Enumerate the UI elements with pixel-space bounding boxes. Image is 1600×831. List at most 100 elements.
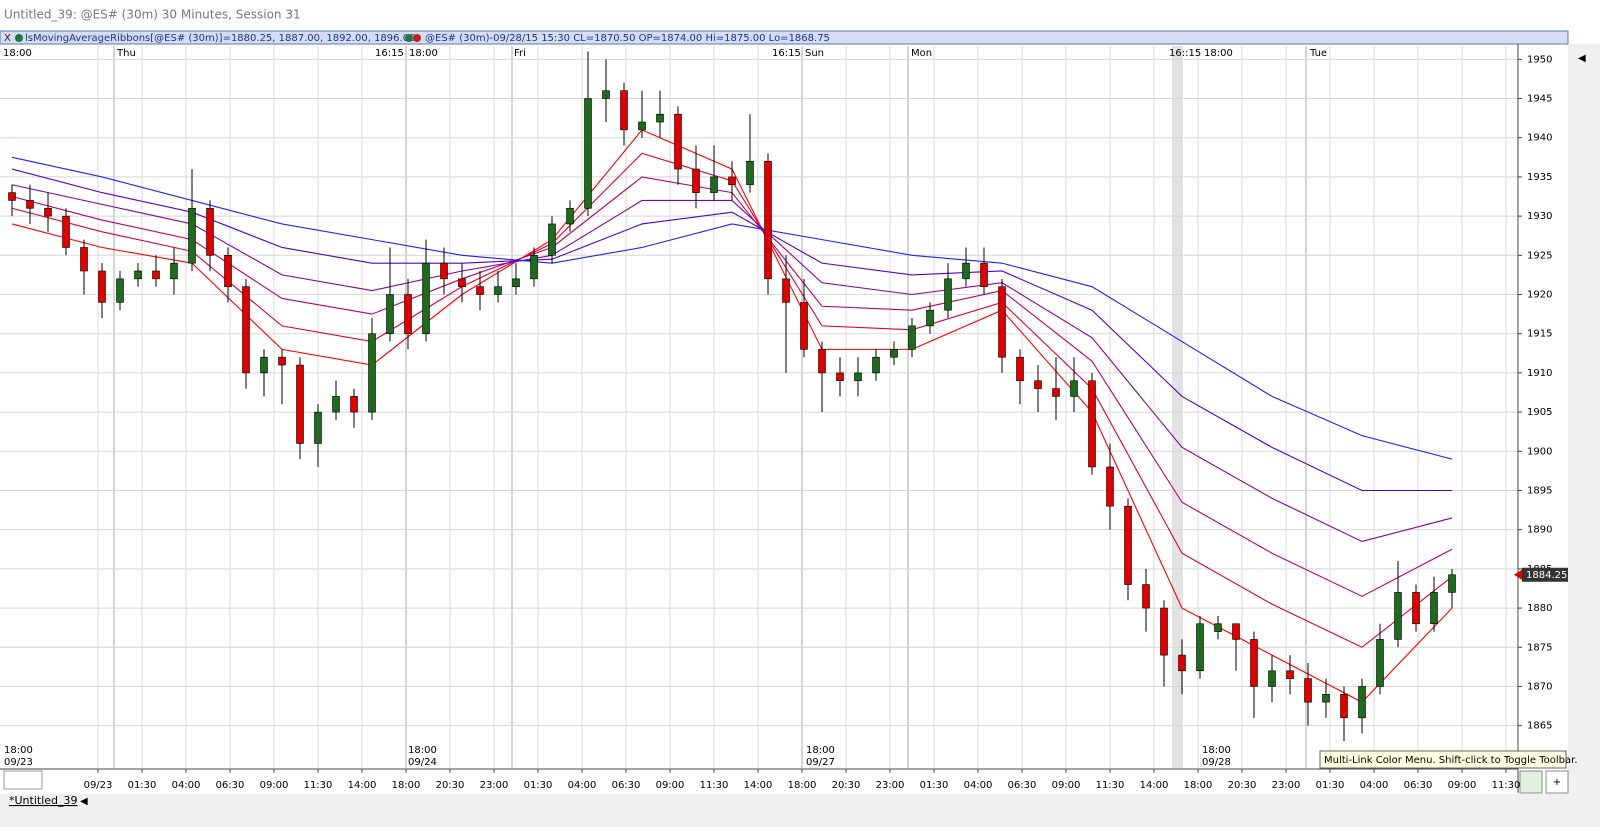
close-button[interactable]: X bbox=[4, 33, 11, 44]
price-label: 1875 bbox=[1527, 642, 1552, 653]
candle-body bbox=[836, 372, 844, 382]
price-label: 1930 bbox=[1527, 211, 1552, 222]
session-shade bbox=[1172, 46, 1183, 768]
candle-body bbox=[1268, 670, 1276, 687]
candle-body bbox=[422, 262, 430, 335]
candle-body bbox=[26, 200, 34, 209]
candle-body bbox=[1286, 670, 1294, 679]
time-label: 01:30 bbox=[920, 780, 949, 791]
toolbar-button[interactable] bbox=[1545, 770, 1569, 794]
candle-body bbox=[1034, 380, 1042, 389]
candle-body bbox=[944, 278, 952, 311]
candle-body bbox=[1340, 694, 1348, 719]
title-bar bbox=[0, 0, 1600, 30]
candle-body bbox=[1358, 686, 1366, 719]
candle-body bbox=[1214, 623, 1222, 632]
time-label: 04:00 bbox=[1360, 780, 1389, 791]
candle-body bbox=[1196, 623, 1204, 672]
scroll-left[interactable]: ◀ bbox=[80, 796, 88, 807]
candle-body bbox=[1412, 592, 1420, 625]
candle-body bbox=[800, 302, 808, 350]
time-label: 20:30 bbox=[1228, 780, 1257, 791]
price-label: 1880 bbox=[1527, 603, 1552, 614]
candle-body bbox=[746, 160, 754, 186]
time-label: 09:00 bbox=[1052, 780, 1081, 791]
time-label: 23:00 bbox=[1272, 780, 1301, 791]
plus-icon[interactable]: + bbox=[1553, 777, 1561, 788]
candle-body bbox=[296, 364, 304, 444]
time-label: 06:30 bbox=[1008, 780, 1037, 791]
candle-body bbox=[1394, 592, 1402, 640]
last-price-label: 1884.25 bbox=[1526, 570, 1567, 581]
candle-body bbox=[1070, 380, 1078, 397]
candle-body bbox=[512, 278, 520, 287]
grid bbox=[0, 46, 1518, 768]
scroll-up[interactable]: ◀ bbox=[1578, 53, 1586, 64]
candle-body bbox=[260, 356, 268, 374]
header-bar bbox=[0, 30, 1569, 45]
time-label: 14:00 bbox=[348, 780, 377, 791]
candle-body bbox=[890, 349, 898, 358]
candle-body bbox=[1448, 574, 1456, 593]
price-label: 1925 bbox=[1527, 250, 1552, 261]
time-label: 09/23 bbox=[84, 780, 113, 791]
toolbar-button[interactable] bbox=[1519, 770, 1543, 794]
window-title: Untitled_39: @ES# (30m) 30 Minutes, Sess… bbox=[4, 8, 301, 22]
candle-body bbox=[674, 113, 682, 170]
time-label: 06:30 bbox=[216, 780, 245, 791]
time-label: 09:00 bbox=[1448, 780, 1477, 791]
day-label: Fri bbox=[514, 48, 526, 59]
time-label: 06:30 bbox=[1404, 780, 1433, 791]
candle-body bbox=[872, 356, 880, 374]
scrollbar[interactable] bbox=[1568, 44, 1600, 794]
time-label: 01:30 bbox=[128, 780, 157, 791]
candle-body bbox=[386, 294, 394, 335]
symbol-icon[interactable] bbox=[413, 34, 421, 42]
session-date: 09/27 bbox=[806, 757, 835, 768]
time-label: 01:30 bbox=[524, 780, 553, 791]
candle-body bbox=[602, 90, 610, 99]
price-label: 1915 bbox=[1527, 329, 1552, 340]
candle-body bbox=[44, 207, 52, 217]
study-icon[interactable] bbox=[15, 34, 23, 42]
candle-body bbox=[1052, 388, 1060, 397]
session-time: 18:00 bbox=[4, 745, 33, 756]
ribbon-line bbox=[11, 156, 1453, 460]
time-label: 09:00 bbox=[260, 780, 289, 791]
candle-body bbox=[350, 396, 358, 413]
session-time: 18:00 bbox=[806, 745, 835, 756]
candle-body bbox=[224, 255, 232, 287]
candle-body bbox=[764, 160, 772, 280]
candle-body bbox=[1178, 654, 1186, 672]
candle-body bbox=[854, 372, 862, 382]
day-label: 18:00 bbox=[1204, 48, 1233, 59]
candle-body bbox=[620, 90, 628, 131]
candle-body bbox=[656, 113, 664, 123]
time-label: 06:30 bbox=[612, 780, 641, 791]
candle-body bbox=[188, 207, 196, 264]
candle-body bbox=[1250, 639, 1258, 687]
candle-body bbox=[998, 286, 1006, 358]
price-label: 1910 bbox=[1527, 368, 1552, 379]
ribbon-line bbox=[11, 152, 1453, 648]
candle-body bbox=[1322, 694, 1330, 703]
last-price-arrow bbox=[1514, 569, 1522, 580]
candle-body bbox=[170, 262, 178, 280]
time-label: 20:30 bbox=[832, 780, 861, 791]
session-date: 09/24 bbox=[408, 757, 437, 768]
time-label: 11:30 bbox=[304, 780, 333, 791]
zoom-box[interactable] bbox=[3, 770, 43, 790]
symbol-icon[interactable] bbox=[405, 34, 413, 42]
time-label: 04:00 bbox=[964, 780, 993, 791]
price-label: 1895 bbox=[1527, 485, 1552, 496]
time-label: 04:00 bbox=[568, 780, 597, 791]
time-label: 09:00 bbox=[656, 780, 685, 791]
candle-body bbox=[1016, 356, 1024, 382]
tab[interactable]: *Untitled_39 bbox=[9, 794, 78, 807]
candle-body bbox=[80, 247, 88, 272]
time-label: 14:00 bbox=[1140, 780, 1169, 791]
candle-body bbox=[1106, 466, 1114, 507]
candle-body bbox=[908, 325, 916, 350]
study-label: lsMovingAverageRibbons[@ES# (30m)]=1880.… bbox=[25, 33, 415, 44]
candle-body bbox=[1088, 380, 1096, 468]
